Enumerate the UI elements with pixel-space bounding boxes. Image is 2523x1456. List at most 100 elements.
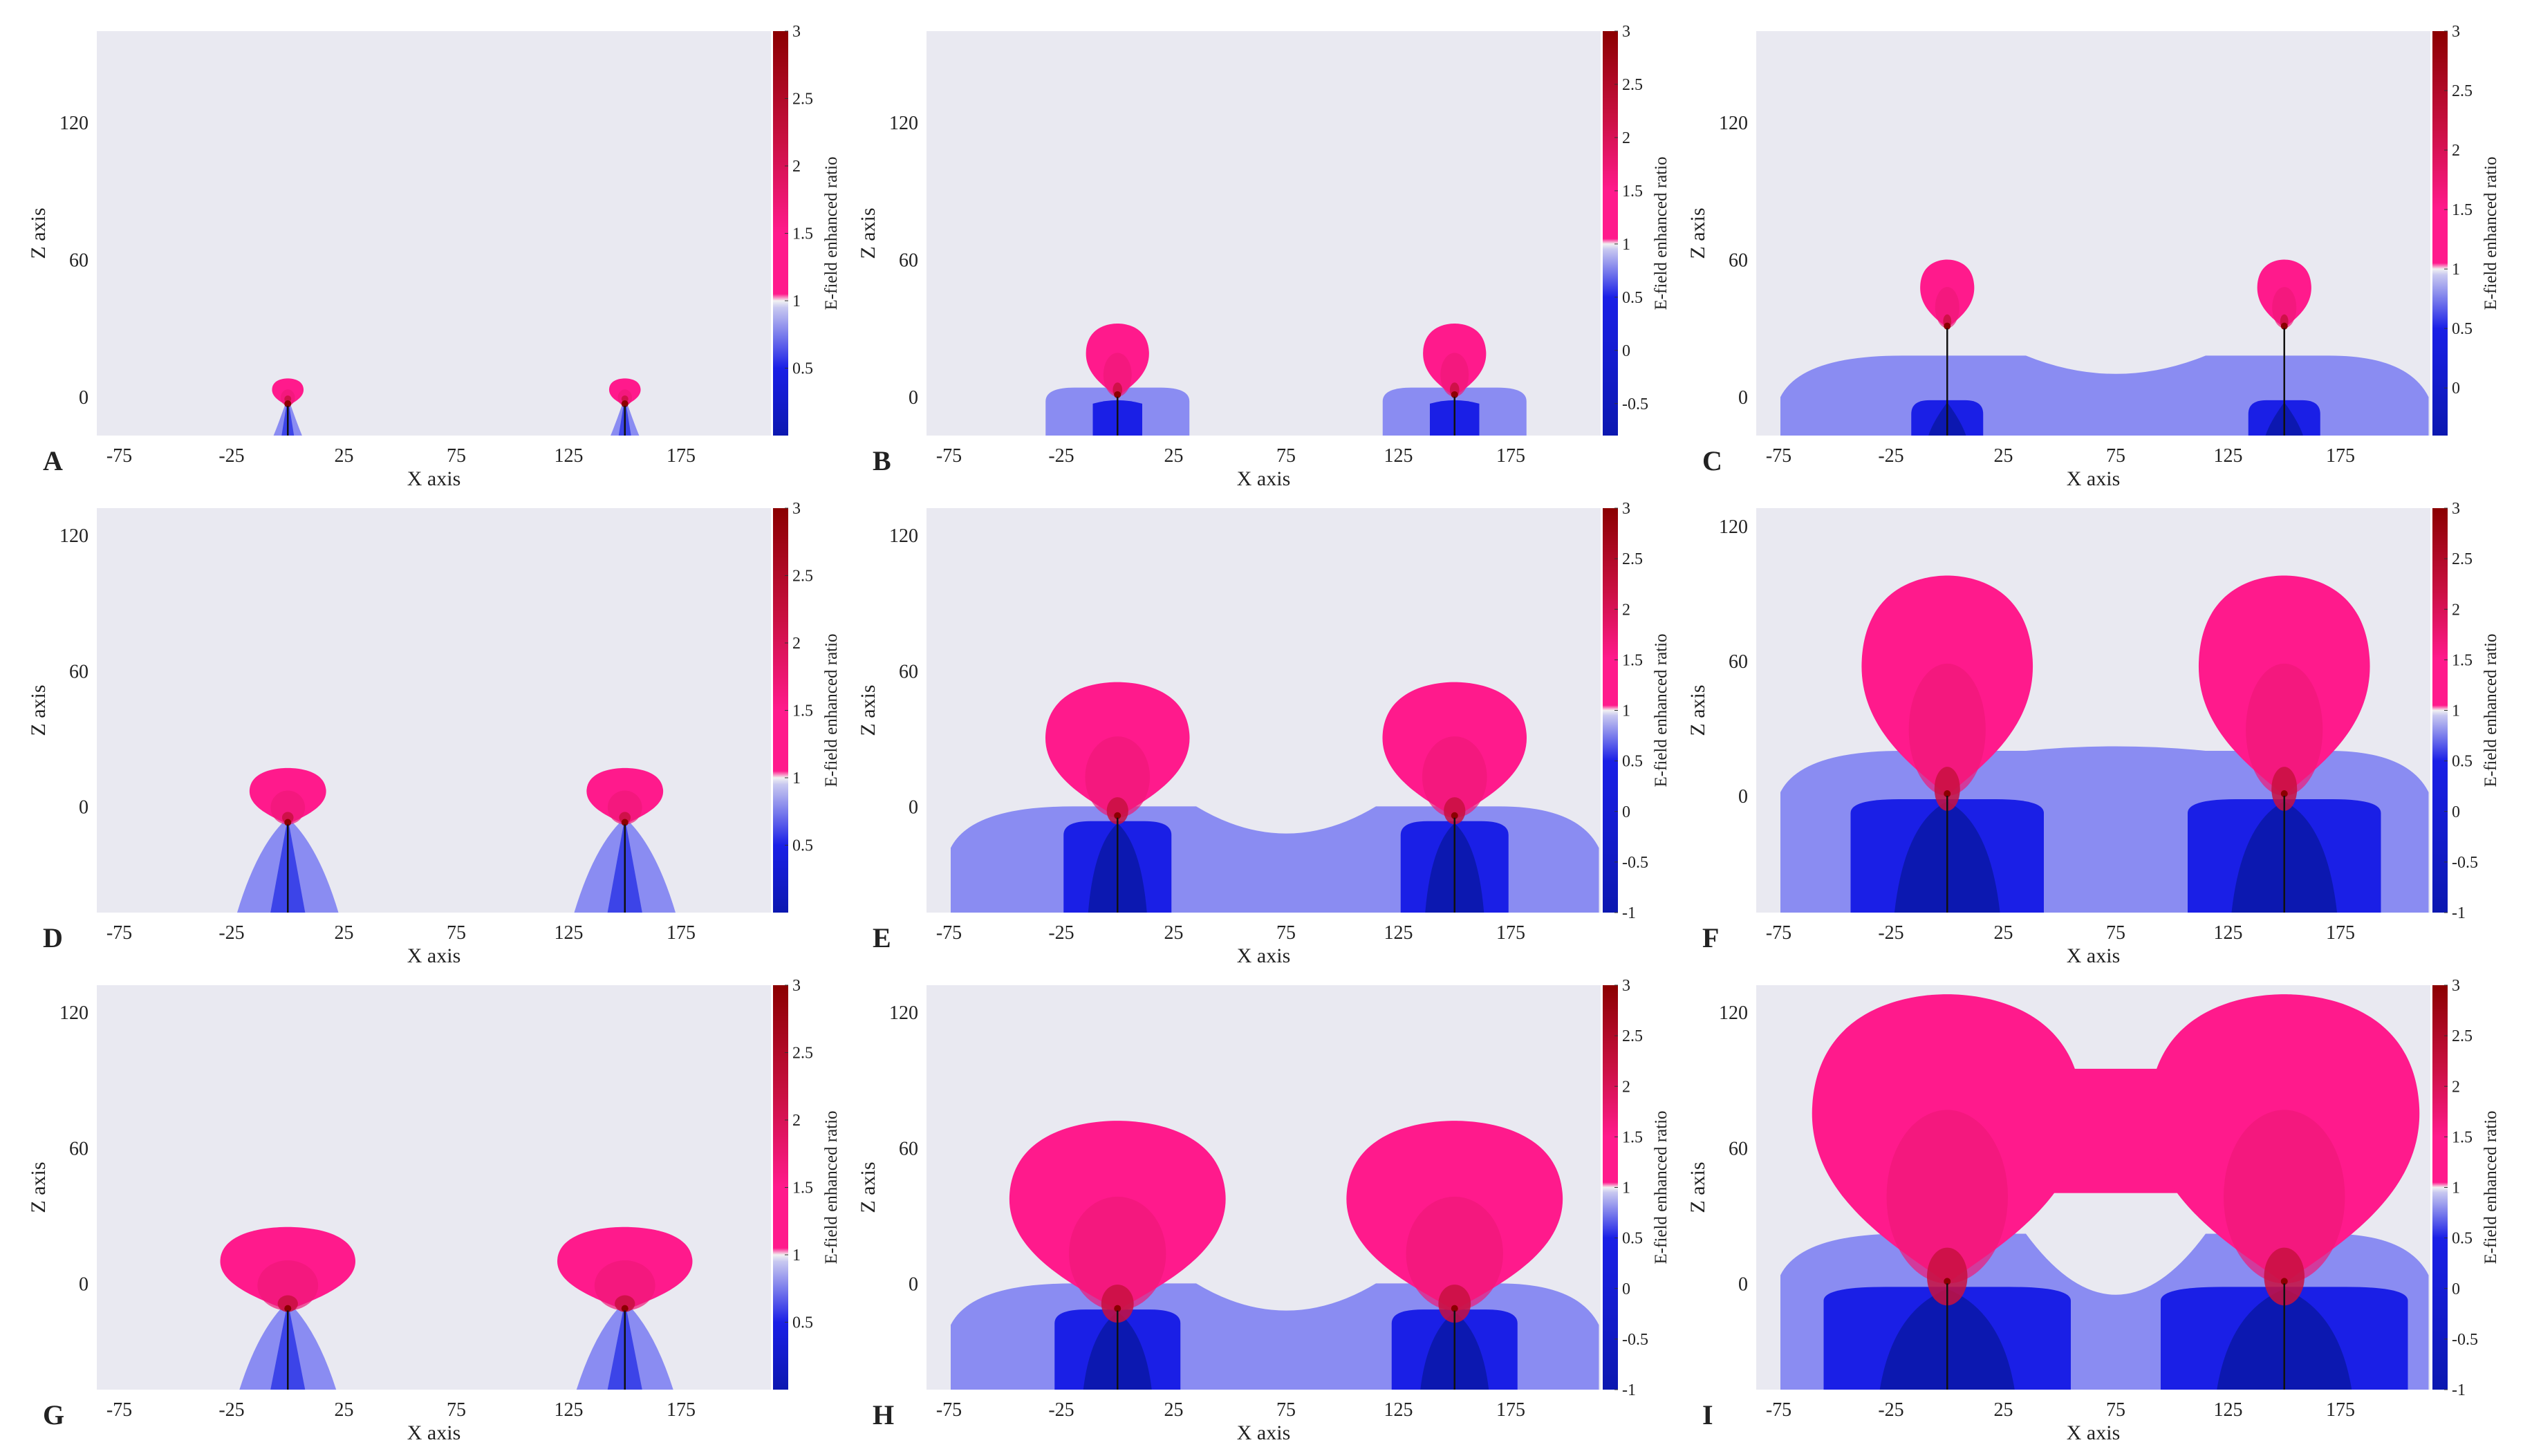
x-tick-label: 25: [335, 1399, 354, 1421]
x-tick-label: -75: [1766, 1399, 1791, 1421]
panel-label: E: [873, 922, 891, 953]
x-tick-label: 25: [1994, 1399, 2013, 1421]
tip-hotspot-2: [2280, 322, 2288, 330]
field-layers: [1045, 324, 1527, 436]
y-tick-label: 60: [1729, 1138, 1748, 1159]
plot-background: [97, 508, 771, 913]
colorbar-tick-label: -1: [2452, 1381, 2466, 1399]
panel-g: 0.5 1 1.5 2 2.5 3 E-field enhanced ratio -75 -25…: [14, 968, 844, 1445]
x-axis-label: X axis: [407, 1421, 461, 1444]
pink-inner-2: [2224, 1110, 2345, 1284]
x-tick-label: -25: [1048, 1399, 1074, 1421]
colorbar-tick-label: 3: [792, 23, 801, 41]
pink-inner-2: [2246, 663, 2323, 796]
colorbar-tick-label: 1.5: [792, 225, 813, 243]
pink-inner-2: [2272, 287, 2297, 328]
heatmap-svg-b: -0.5 0 0.5 1 1.5 2 2.5 3 E-field enhanced ratio -…: [857, 23, 1670, 490]
y-tick-label: 0: [909, 387, 918, 409]
x-tick-label: 75: [1276, 445, 1296, 467]
y-axis-label: Z axis: [1686, 1161, 1709, 1213]
y-tick-label: 120: [889, 1002, 918, 1024]
colorbar-tick-label: 0.5: [792, 360, 813, 378]
x-tick-label: 175: [667, 445, 696, 467]
heatmap-svg-h: -1 -0.5 0 0.5 1 1.5 2 2.5 3 E-field enhanced rati…: [857, 977, 1670, 1444]
panel-i: -1 -0.5 0 0.5 1 1.5 2 2.5 3 E-field enhanced rati…: [1673, 968, 2503, 1445]
x-tick-label: 25: [1164, 445, 1184, 467]
pink-inner-2: [1440, 353, 1469, 397]
x-tick-label: 75: [1276, 1399, 1296, 1421]
y-tick-label: 0: [1738, 1273, 1748, 1295]
y-axis-label: Z axis: [1686, 684, 1709, 736]
panel-label: C: [1702, 445, 1722, 476]
tip-hotspot-2: [2280, 1278, 2288, 1285]
y-tick-label: 60: [899, 1138, 918, 1159]
colorbar-tick-label: 1: [1622, 236, 1630, 254]
y-axis-label: Z axis: [27, 207, 50, 259]
tip-hotspot-2: [1451, 1305, 1458, 1312]
pink-inner-2: [1422, 736, 1487, 818]
pink-inner-1: [257, 1260, 319, 1311]
red-core-1: [1927, 1247, 1968, 1306]
plot-background: [927, 31, 1601, 436]
colorbar-label: E-field enhanced ratio: [2482, 633, 2500, 787]
tip-hotspot-1: [1114, 391, 1121, 398]
panel-label: D: [43, 922, 63, 953]
pink-inner-2: [594, 1260, 655, 1311]
x-axis-label: X axis: [2067, 944, 2121, 967]
x-tick-label: -25: [1878, 1399, 1903, 1421]
colorbar-tick-label: 2: [792, 1112, 801, 1130]
colorbar-tick-label: 2.5: [1622, 550, 1643, 568]
colorbar-tick-label: 0: [2452, 1280, 2460, 1298]
x-tick-label: 175: [1496, 922, 1525, 944]
x-tick-label: 75: [2106, 1399, 2125, 1421]
colorbar-tick-label: 0: [2452, 380, 2460, 398]
colorbar-tick-label: 2.5: [2452, 550, 2473, 568]
tip-hotspot-1: [284, 1305, 292, 1312]
y-axis-label: Z axis: [857, 207, 879, 259]
panel-label: F: [1702, 922, 1719, 953]
x-tick-label: 175: [2326, 1399, 2355, 1421]
y-tick-label: 120: [59, 1002, 89, 1024]
colorbar: [773, 508, 788, 913]
y-tick-label: 120: [1719, 113, 1748, 134]
red-core-2: [615, 1295, 635, 1312]
pink-inner-1: [1103, 353, 1132, 397]
x-tick-label: 175: [2326, 922, 2355, 944]
red-core-2: [1438, 1285, 1471, 1323]
heatmap-svg-d: 0.5 1 1.5 2 2.5 3 E-field enhanced ratio -75 -25…: [27, 500, 841, 967]
pink-inner-1: [270, 790, 306, 825]
tip-hotspot-2: [1451, 812, 1458, 819]
colorbar-label: E-field enhanced ratio: [1652, 1110, 1670, 1264]
x-tick-label: -25: [1048, 445, 1074, 467]
panel-label: A: [43, 445, 63, 476]
colorbar: [1603, 31, 1618, 436]
x-tick-label: 175: [667, 1399, 696, 1421]
colorbar-tick-label: -0.5: [2452, 854, 2478, 872]
colorbar-tick-label: 0.5: [1622, 1230, 1643, 1248]
x-tick-label: 125: [1384, 922, 1413, 944]
y-tick-label: 120: [59, 525, 89, 547]
colorbar-tick-label: 0.5: [792, 837, 813, 855]
colorbar-tick-label: 1.5: [2452, 201, 2473, 219]
x-tick-label: 125: [555, 922, 584, 944]
x-tick-label: 25: [1164, 922, 1184, 944]
colorbar-tick-label: 3: [1622, 977, 1630, 995]
colorbar-tick-label: 2: [1622, 1078, 1630, 1096]
y-tick-label: 0: [1738, 786, 1748, 808]
colorbar-tick-label: 0: [2452, 803, 2460, 821]
y-tick-label: 0: [79, 796, 89, 818]
red-core-2: [619, 812, 631, 823]
colorbar-tick-label: -1: [1622, 904, 1636, 922]
colorbar-tick-label: 0.5: [2452, 1230, 2473, 1248]
colorbar-tick-label: 1.5: [792, 1179, 813, 1197]
x-tick-label: 125: [555, 1399, 584, 1421]
x-tick-label: 25: [1164, 1399, 1184, 1421]
colorbar-tick-label: 1: [2452, 1179, 2460, 1197]
colorbar-label: E-field enhanced ratio: [1652, 633, 1670, 787]
colorbar-tick-label: 0: [1622, 1280, 1630, 1298]
colorbar: [773, 31, 788, 436]
colorbar-tick-label: 1: [792, 1247, 801, 1264]
colorbar-tick-label: 1.5: [1622, 183, 1643, 200]
colorbar-tick-label: 2: [1622, 129, 1630, 147]
colorbar-tick-label: 0: [1622, 342, 1630, 360]
